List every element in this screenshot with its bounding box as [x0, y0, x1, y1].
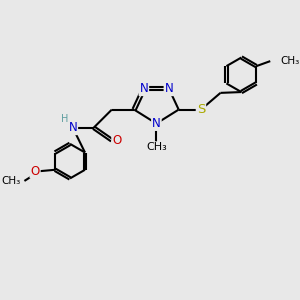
Text: CH₃: CH₃	[280, 56, 299, 66]
Text: H: H	[61, 114, 69, 124]
Text: S: S	[197, 103, 205, 116]
Text: N: N	[165, 82, 173, 95]
Text: O: O	[112, 134, 122, 147]
Text: CH₃: CH₃	[1, 176, 20, 186]
Text: CH₃: CH₃	[146, 142, 167, 152]
Text: N: N	[140, 82, 148, 95]
Text: N: N	[68, 121, 77, 134]
Text: O: O	[31, 165, 40, 178]
Text: N: N	[152, 117, 161, 130]
